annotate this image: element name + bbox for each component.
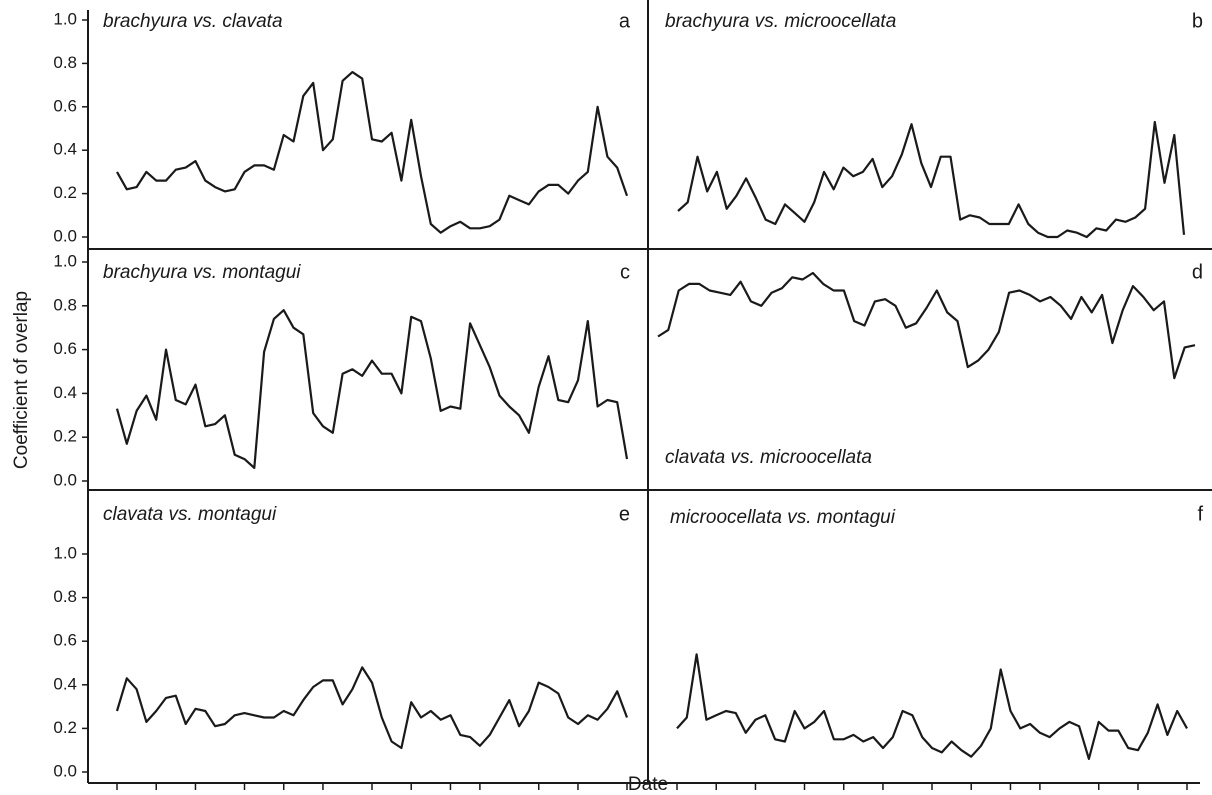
y-tick-label: 0.2 <box>53 427 77 446</box>
x-tick-label: Sep <box>435 793 465 795</box>
y-tick-label: 0.2 <box>53 718 77 737</box>
y-tick-label: 1.0 <box>53 9 77 28</box>
panel-title: brachyura vs. microocellata <box>665 11 896 32</box>
x-tick-label: Oct <box>467 793 494 795</box>
x-tick-label: Mar <box>181 793 211 795</box>
x-tick-label: Jul <box>361 793 383 795</box>
panel-label: b <box>1192 10 1203 32</box>
panel-label: a <box>619 10 631 32</box>
x-tick-label: Jan <box>663 793 690 795</box>
y-tick-label: 0.4 <box>53 140 77 159</box>
x-tick-label: Jun <box>869 793 896 795</box>
y-tick-label: 0.4 <box>53 383 77 402</box>
x-tick-label: Feb <box>702 793 731 795</box>
y-tick-label: 0.0 <box>53 761 77 780</box>
x-tick-label: Sep <box>995 793 1025 795</box>
y-tick-label: 1.0 <box>53 543 77 562</box>
x-tick-label: Jun <box>309 793 336 795</box>
y-tick-label: 0.8 <box>53 53 77 72</box>
x-axis-label: Date <box>628 774 668 795</box>
x-tick-label: Feb <box>142 793 171 795</box>
x-tick-label: May <box>268 793 301 795</box>
panel-title: clavata vs. microocellata <box>665 447 872 468</box>
x-tick-label: May <box>828 793 861 795</box>
y-tick-label: 1.0 <box>53 251 77 270</box>
y-tick-label: 0.6 <box>53 96 77 115</box>
data-line <box>676 653 1188 760</box>
panel-title: microocellata vs. montagui <box>670 507 896 528</box>
x-tick-label: Oct <box>1027 793 1054 795</box>
panel-title: brachyura vs. montagui <box>103 262 301 283</box>
y-tick-label: 0.8 <box>53 587 77 606</box>
panel-label: f <box>1197 503 1203 525</box>
panel-label: e <box>619 503 630 525</box>
x-tick-label: Nov <box>524 793 555 795</box>
data-line <box>115 309 629 469</box>
x-tick-label: Jan <box>613 793 640 795</box>
panel-label: c <box>620 261 630 283</box>
x-tick-label: Apr <box>231 793 258 795</box>
y-tick-label: 0.0 <box>53 470 77 489</box>
y-tick-label: 0.6 <box>53 631 77 650</box>
x-tick-label: Apr <box>791 793 818 795</box>
y-tick-label: 0.6 <box>53 339 77 358</box>
data-line <box>116 71 629 234</box>
y-tick-label: 0.8 <box>53 295 77 314</box>
x-tick-label: Dec <box>1123 793 1154 795</box>
x-tick-label: Mar <box>741 793 771 795</box>
panel-title: brachyura vs. clavata <box>103 11 283 32</box>
data-line <box>677 120 1186 239</box>
y-axis-label: Coefficient of overlap <box>11 291 32 469</box>
x-tick-label: Aug <box>956 793 986 795</box>
panel-title: clavata vs. montagui <box>103 504 277 525</box>
x-tick-label: Nov <box>1084 793 1115 795</box>
x-tick-label: Aug <box>396 793 426 795</box>
y-tick-label: 0.0 <box>53 226 77 245</box>
y-tick-label: 0.2 <box>53 183 77 202</box>
y-tick-label: 0.4 <box>53 674 77 693</box>
data-line <box>657 271 1196 380</box>
x-tick-label: Dec <box>563 793 594 795</box>
x-tick-label: Jan <box>1173 793 1200 795</box>
x-tick-label: Jul <box>921 793 943 795</box>
data-line <box>115 666 629 750</box>
panel-label: d <box>1192 261 1203 283</box>
x-tick-label: Jan <box>103 793 130 795</box>
